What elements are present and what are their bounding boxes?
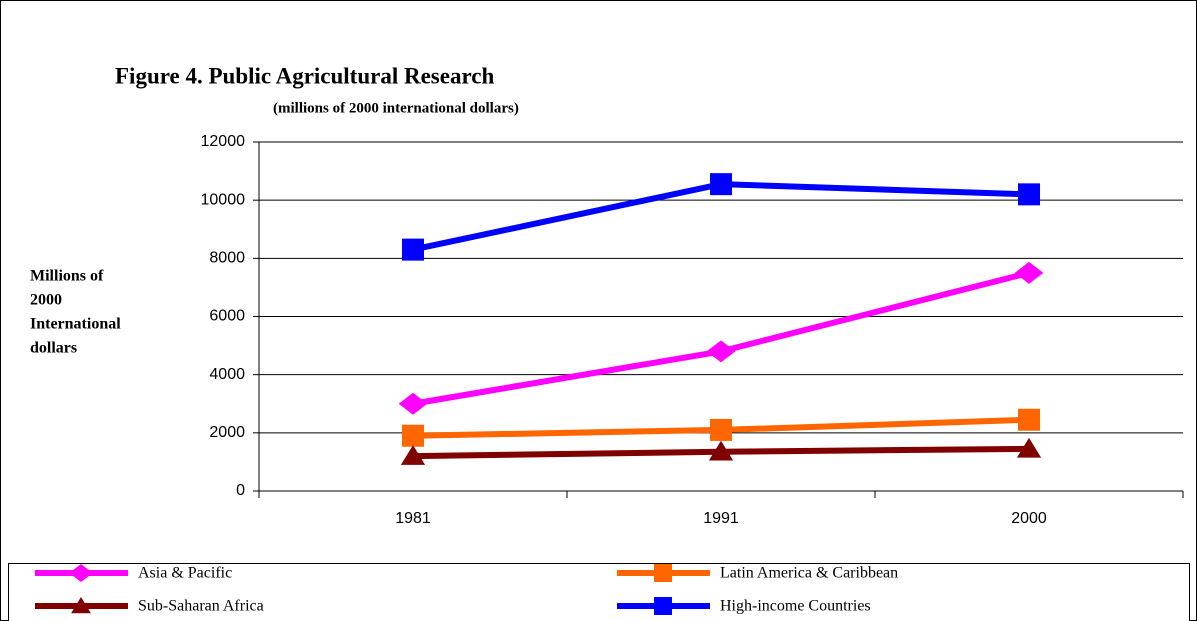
data-point (402, 424, 424, 447)
data-point (1018, 183, 1040, 206)
y-tick-label: 2000 (209, 424, 245, 441)
legend-label: High-income Countries (720, 598, 871, 615)
y-tick-label: 10000 (201, 191, 246, 208)
y-axis-label: 2000 (30, 292, 62, 309)
data-point (708, 440, 734, 461)
y-axis-label: dollars (30, 340, 77, 357)
legend-marker (71, 597, 91, 614)
data-point (1016, 437, 1042, 458)
y-tick-label: 8000 (209, 250, 245, 267)
x-tick-label: 1981 (395, 510, 431, 527)
data-point (706, 340, 736, 363)
y-axis-label: International (30, 316, 121, 333)
legend-marker (654, 564, 672, 582)
legend-label: Sub-Saharan Africa (138, 598, 264, 615)
y-tick-label: 4000 (209, 366, 245, 383)
y-tick-label: 0 (236, 482, 245, 499)
y-tick-label: 6000 (209, 308, 245, 325)
data-point (1018, 408, 1040, 431)
legend-marker (654, 597, 672, 615)
chart-subtitle: (millions of 2000 international dollars) (273, 100, 519, 116)
data-point (398, 392, 428, 415)
data-point (402, 238, 424, 261)
legend-label: Latin America & Caribbean (720, 565, 898, 582)
legend-label: Asia & Pacific (138, 565, 232, 582)
data-point (710, 173, 732, 196)
data-point (400, 445, 426, 465)
data-point (710, 418, 732, 441)
data-point (1014, 261, 1044, 284)
x-tick-label: 2000 (1011, 510, 1047, 527)
chart-title: Figure 4. Public Agricultural Research (115, 63, 494, 88)
legend-box (8, 563, 1190, 621)
y-axis-label: Millions of (30, 268, 104, 285)
legend-marker (69, 564, 93, 582)
x-tick-label: 1991 (703, 510, 739, 527)
y-tick-label: 12000 (201, 133, 246, 150)
